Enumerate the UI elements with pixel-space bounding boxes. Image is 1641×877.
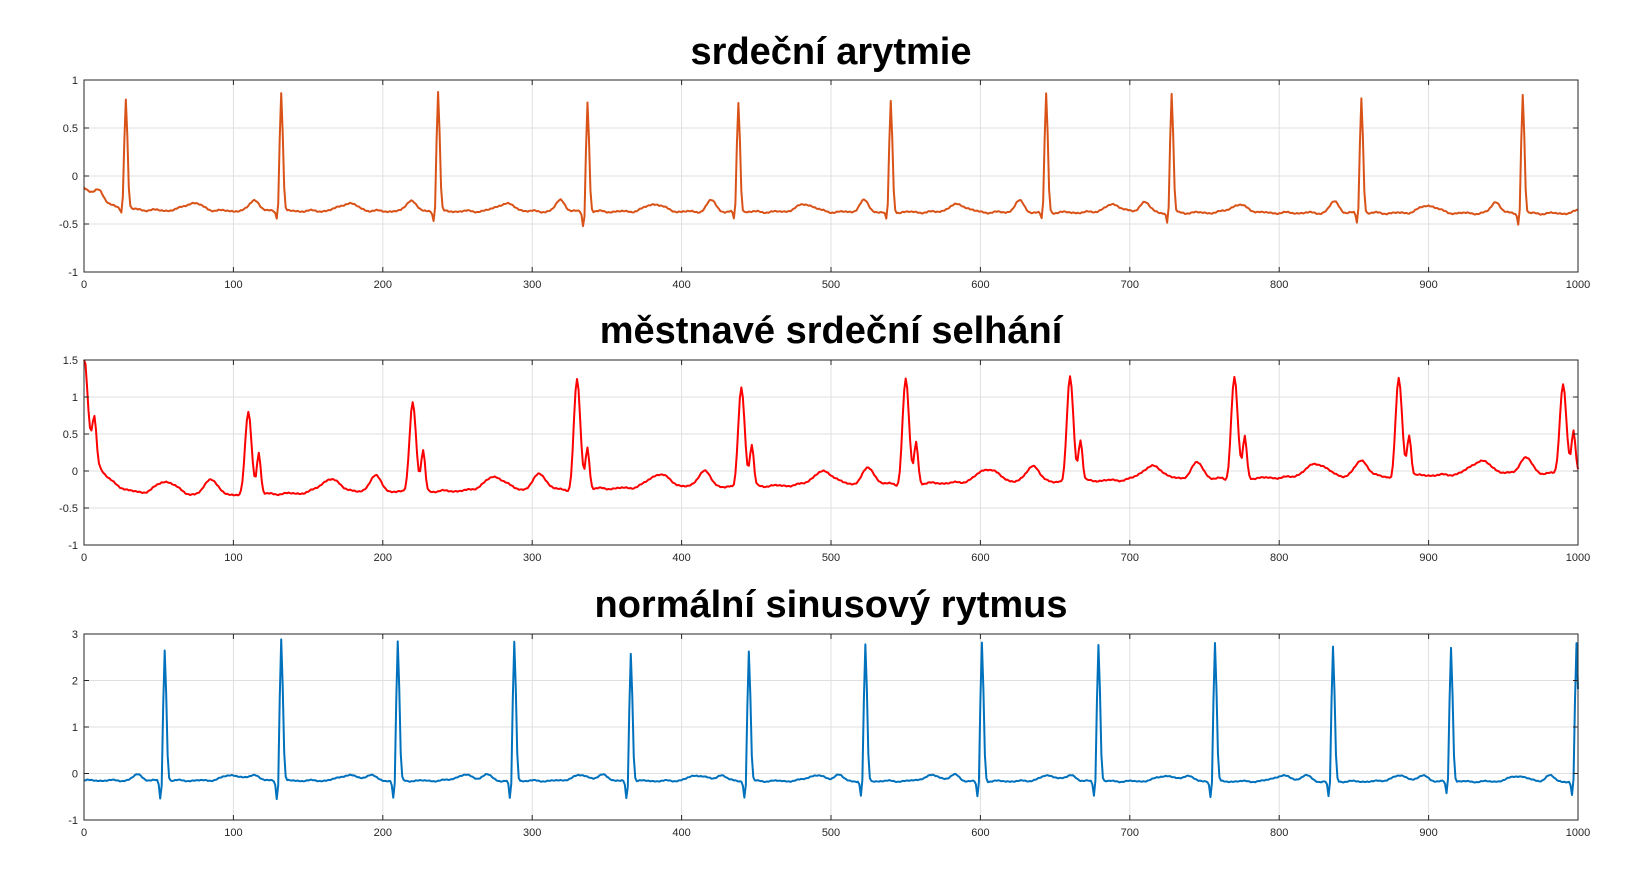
y-tick-label: 1 <box>72 392 78 404</box>
ecg-series-line <box>83 638 1579 801</box>
y-tick-label: 1.5 <box>63 355 78 367</box>
x-tick-label: 200 <box>374 827 392 839</box>
y-tick-label: 0.5 <box>63 429 78 441</box>
y-tick-label: 1 <box>72 75 78 87</box>
panel-normalni-sinusovy-rytmus: normální sinusový rytmus 0 100 200 300 400 50… <box>68 584 1590 839</box>
panel-title: srdeční arytmie <box>691 31 972 73</box>
x-tick-label: 300 <box>523 552 541 564</box>
panel-title: městnavé srdeční selhání <box>600 310 1064 352</box>
x-tick-label: 400 <box>672 279 690 291</box>
x-tick-label: 0 <box>81 827 87 839</box>
y-tick-label: -1 <box>68 540 78 552</box>
y-tick-label: -0.5 <box>59 219 78 231</box>
x-tick-label: 100 <box>224 279 242 291</box>
x-tick-label: 800 <box>1270 279 1288 291</box>
y-tick-label: -0.5 <box>59 503 78 515</box>
x-tick-label: 300 <box>523 279 541 291</box>
x-tick-label: 200 <box>374 279 392 291</box>
x-tick-label: 500 <box>822 827 840 839</box>
x-tick-label: 500 <box>822 279 840 291</box>
x-tick-label: 200 <box>374 552 392 564</box>
y-tick-label: 2 <box>72 676 78 688</box>
y-tick-label: 0 <box>72 171 78 183</box>
x-tick-label: 100 <box>224 827 242 839</box>
x-tick-label: 1000 <box>1566 827 1590 839</box>
x-tick-label: 300 <box>523 827 541 839</box>
x-tick-label: 500 <box>822 552 840 564</box>
x-tick-label: 1000 <box>1566 279 1590 291</box>
x-tick-label: 600 <box>971 552 989 564</box>
x-tick-label: 600 <box>971 279 989 291</box>
x-tick-label: 700 <box>1121 552 1139 564</box>
y-tick-label: 0 <box>72 466 78 478</box>
y-tick-label: -1 <box>68 815 78 827</box>
x-tick-label: 900 <box>1419 279 1437 291</box>
x-tick-label: 900 <box>1419 827 1437 839</box>
ecg-series-line <box>83 91 1579 228</box>
x-tick-label: 100 <box>224 552 242 564</box>
y-tick-label: 0 <box>72 769 78 781</box>
x-tick-label: 700 <box>1121 827 1139 839</box>
panel-srdecni-arytmie: srdeční arytmie 0 100 200 300 400 500 600 700 80… <box>59 31 1590 291</box>
panel-title: normální sinusový rytmus <box>594 584 1067 626</box>
x-tick-label: 800 <box>1270 552 1288 564</box>
y-tick-label: 3 <box>72 629 78 641</box>
x-tick-label: 900 <box>1419 552 1437 564</box>
x-tick-label: 400 <box>672 827 690 839</box>
x-tick-label: 0 <box>81 279 87 291</box>
x-tick-label: 600 <box>971 827 989 839</box>
x-tick-label: 0 <box>81 552 87 564</box>
panel-mestnave-srdecni-selhani: městnavé srdeční selhání 0 100 200 300 400 50… <box>59 310 1590 564</box>
y-tick-label: 1 <box>72 722 78 734</box>
x-tick-label: 800 <box>1270 827 1288 839</box>
x-tick-label: 400 <box>672 552 690 564</box>
ecg-series-line <box>83 359 1579 497</box>
y-tick-label: 0.5 <box>63 123 78 135</box>
y-tick-label: -1 <box>68 267 78 279</box>
x-tick-label: 1000 <box>1566 552 1590 564</box>
x-tick-label: 700 <box>1121 279 1139 291</box>
